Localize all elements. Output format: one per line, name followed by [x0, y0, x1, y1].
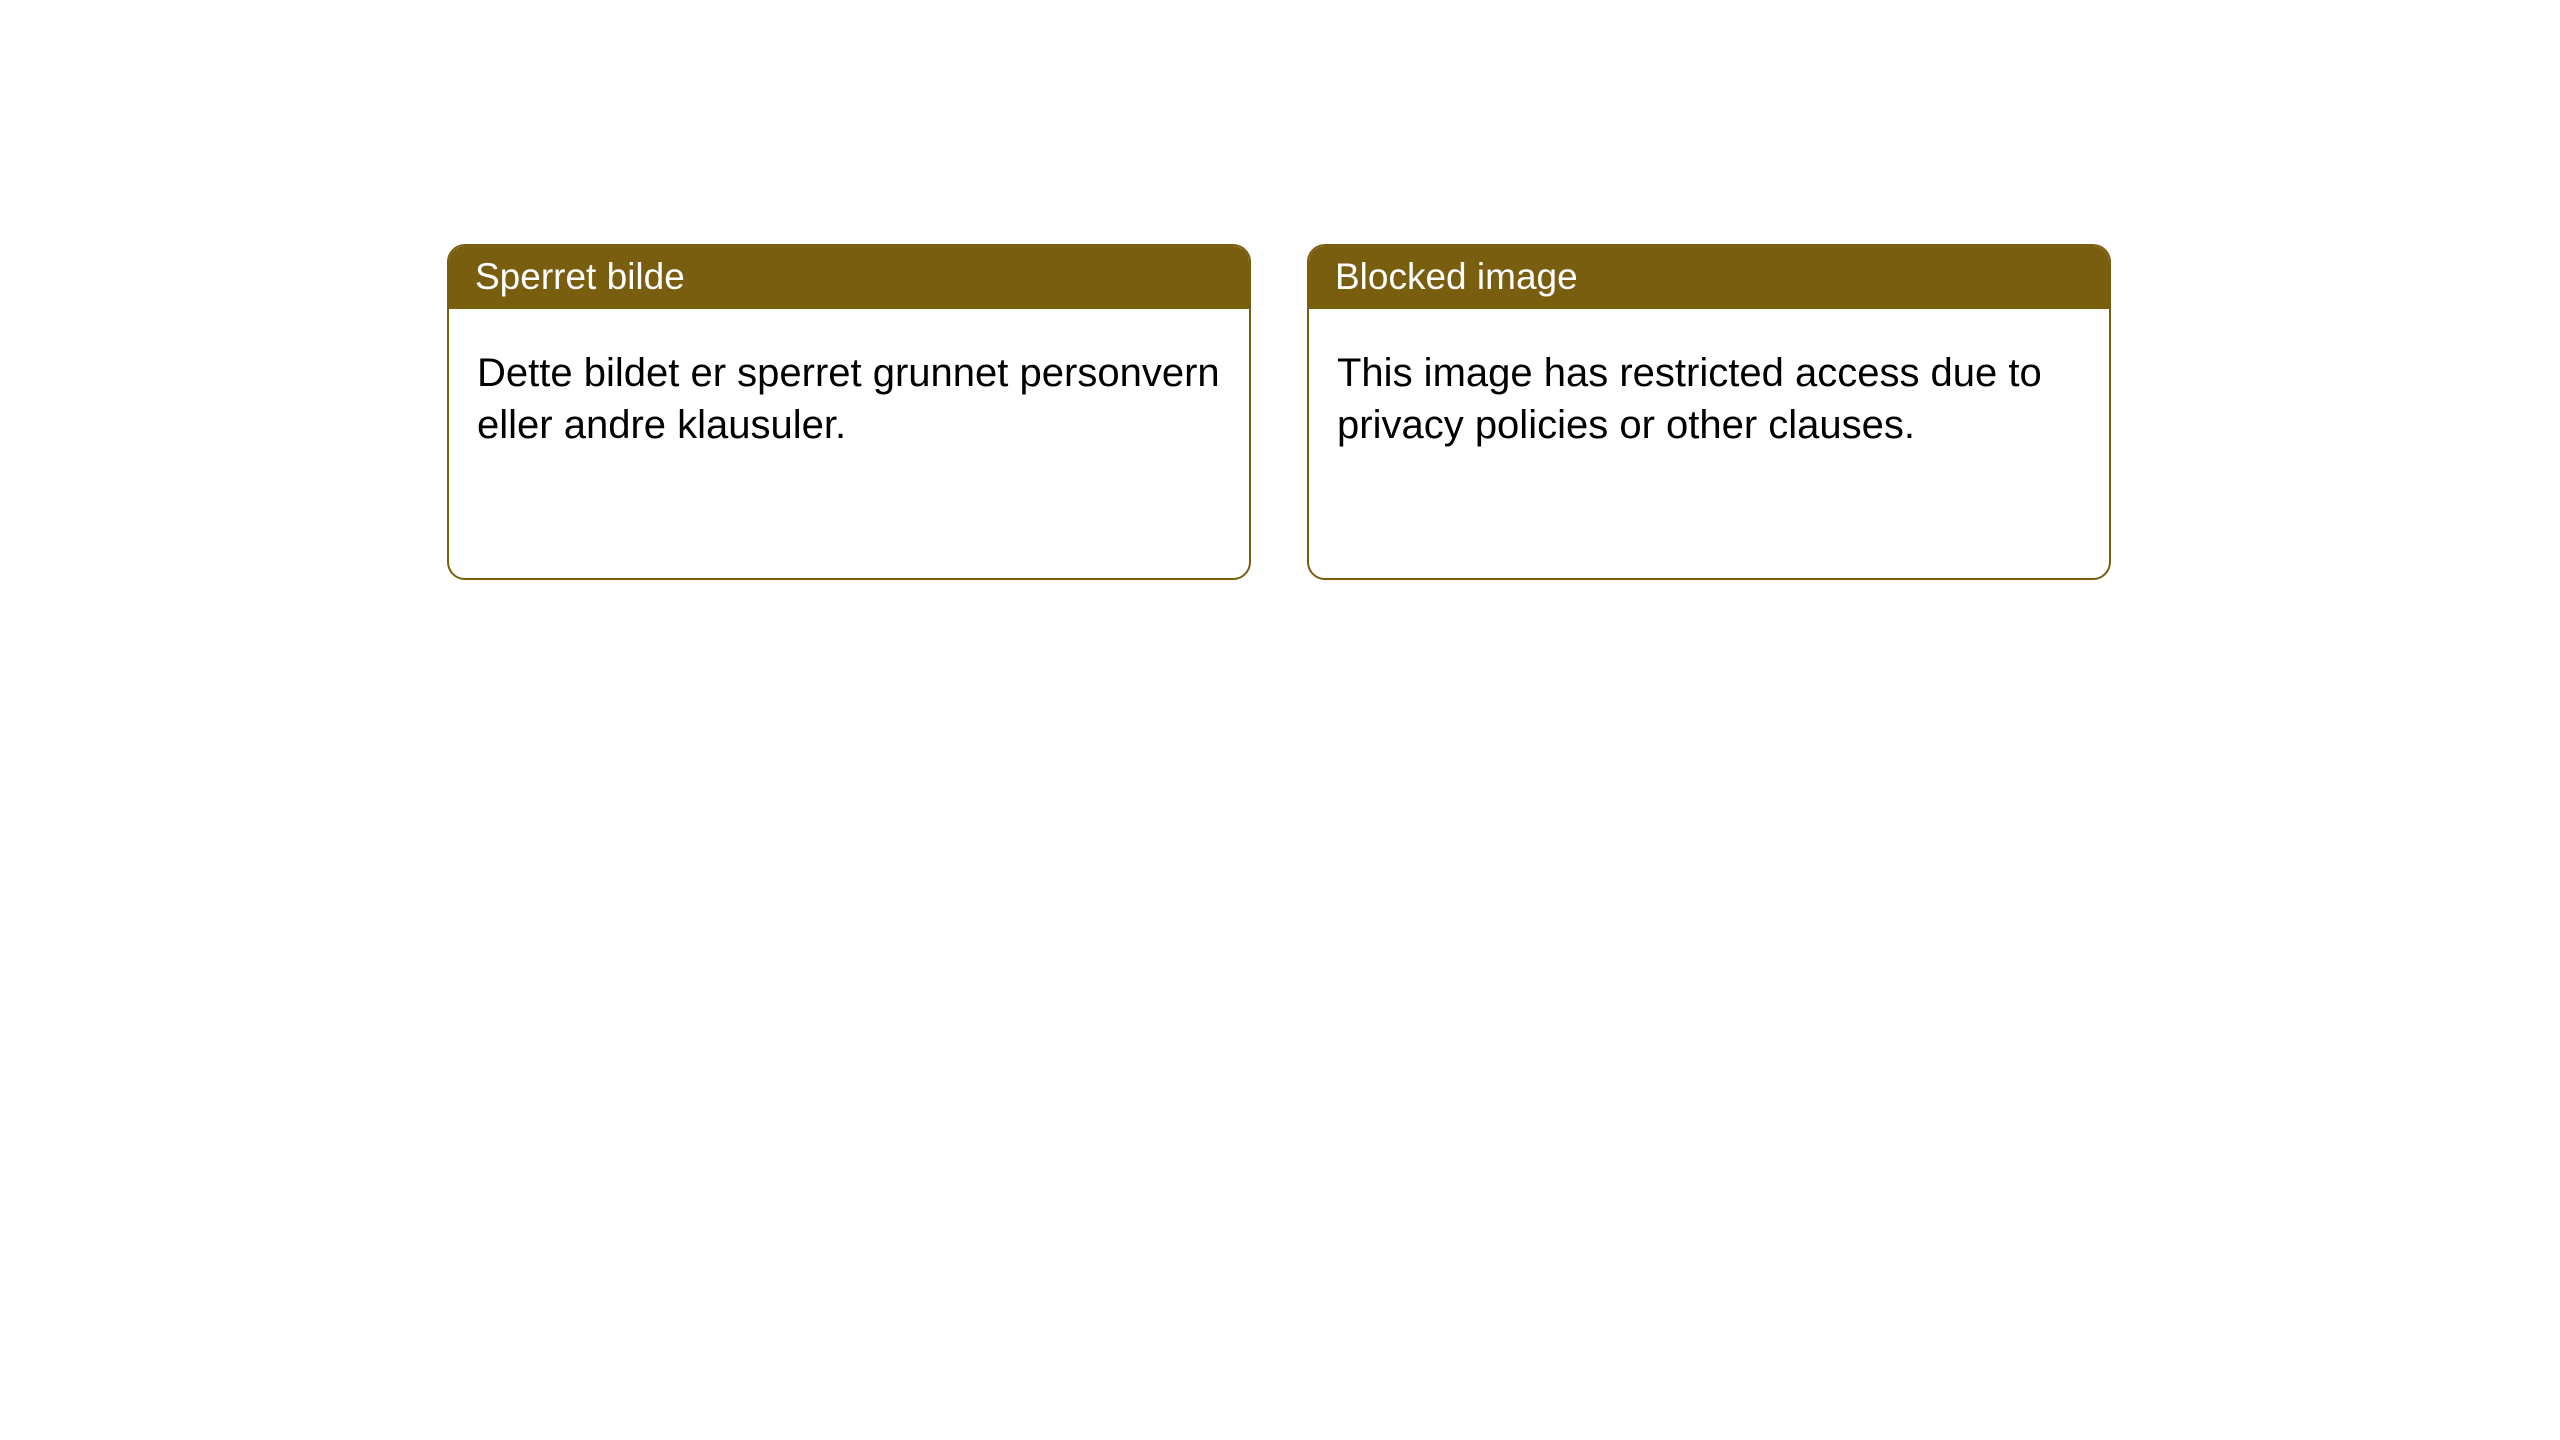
- card-header: Blocked image: [1309, 246, 2109, 309]
- card-header: Sperret bilde: [449, 246, 1249, 309]
- card-body: This image has restricted access due to …: [1309, 309, 2109, 479]
- blocked-image-card-en: Blocked image This image has restricted …: [1307, 244, 2111, 580]
- card-container: Sperret bilde Dette bildet er sperret gr…: [0, 0, 2560, 580]
- blocked-image-card-no: Sperret bilde Dette bildet er sperret gr…: [447, 244, 1251, 580]
- card-body: Dette bildet er sperret grunnet personve…: [449, 309, 1249, 479]
